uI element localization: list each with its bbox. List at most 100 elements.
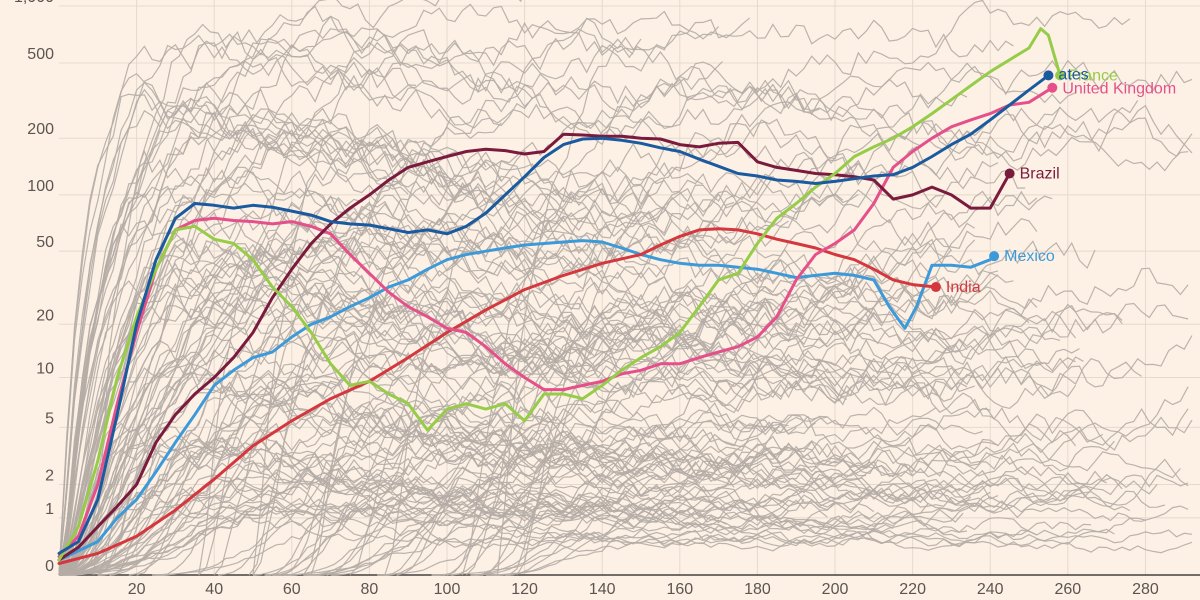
background-country-line <box>442 278 1041 576</box>
background-country-line <box>349 291 847 576</box>
background-country-line <box>264 353 816 576</box>
background-country-line <box>112 190 1038 576</box>
background-country-line <box>58 324 549 576</box>
x-tick-label: 120 <box>511 581 538 598</box>
background-country-line <box>470 510 1193 576</box>
background-country-line <box>384 434 991 576</box>
series-label-france: France <box>1068 67 1118 84</box>
background-country-line <box>93 0 522 576</box>
background-country-line <box>58 437 1123 576</box>
background-country-line <box>481 267 1189 576</box>
series-end-marker-mexico <box>989 251 1000 262</box>
x-tick-label: 220 <box>899 581 926 598</box>
background-country-line <box>58 434 712 576</box>
background-country-line <box>326 407 1189 576</box>
background-country-line <box>58 490 1053 576</box>
background-country-line <box>58 106 1061 576</box>
y-tick-label: 200 <box>27 121 54 138</box>
background-country-line <box>310 152 1096 576</box>
series-line-india <box>57 227 938 565</box>
background-country-line <box>58 239 976 576</box>
background-country-line <box>58 15 820 576</box>
series-end-marker-india <box>930 282 941 293</box>
background-country-line <box>97 440 1115 576</box>
background-country-line <box>58 160 999 576</box>
background-country-lines <box>58 0 1193 576</box>
background-country-line <box>58 81 456 576</box>
background-country-line <box>58 53 417 576</box>
background-country-line <box>198 3 1014 576</box>
background-country-line <box>213 255 875 576</box>
series-label-united-kingdom: United Kingdom <box>1062 81 1176 98</box>
highlighted-series-lines <box>57 27 1062 565</box>
series-end-marker-brazil <box>1004 168 1015 179</box>
background-country-line <box>58 102 409 576</box>
background-country-line <box>58 467 1131 576</box>
background-country-line <box>272 477 1165 576</box>
series-label-mexico: Mexico <box>1004 248 1055 265</box>
y-tick-label: 1,000 <box>14 0 54 6</box>
background-country-line <box>465 118 1026 576</box>
series-line-mexico <box>57 239 996 562</box>
background-country-line <box>58 5 1076 576</box>
y-axis-ticks: 0 1 2 5 10 20 50 100 200 500 1,000 <box>14 0 54 575</box>
x-tick-label: 80 <box>361 581 379 598</box>
y-tick-label: 100 <box>27 178 54 195</box>
series-end-marker-united-states <box>1043 70 1054 81</box>
background-country-line <box>58 82 502 576</box>
y-tick-label: 500 <box>27 46 54 63</box>
background-country-line <box>58 422 1092 576</box>
background-country-line <box>58 201 735 576</box>
x-tick-label: 200 <box>822 581 849 598</box>
background-country-line <box>58 127 587 576</box>
series-label-united-states: ates <box>1058 66 1088 83</box>
background-country-line <box>58 316 797 576</box>
y-tick-label: 20 <box>36 307 54 324</box>
series-label-india: India <box>946 279 981 296</box>
background-country-line <box>97 128 463 576</box>
background-country-line <box>58 423 1107 576</box>
background-country-line <box>461 61 1193 576</box>
x-tick-label: 280 <box>1132 581 1159 598</box>
background-country-line <box>58 467 665 576</box>
y-tick-label: 1 <box>45 501 54 518</box>
x-tick-label: 260 <box>1054 581 1081 598</box>
background-country-line <box>248 61 723 576</box>
series-line-united-states <box>57 73 1050 555</box>
y-tick-label: 10 <box>36 361 54 378</box>
x-tick-label: 100 <box>434 581 461 598</box>
background-country-line <box>431 507 1193 576</box>
background-country-line <box>58 399 619 576</box>
background-country-line <box>508 305 1193 576</box>
background-country-line <box>58 441 642 576</box>
background-country-line <box>58 220 1038 576</box>
background-country-line <box>58 370 1077 576</box>
x-tick-label: 140 <box>589 581 616 598</box>
series-line-brazil <box>57 132 1012 562</box>
background-country-line <box>516 104 1193 576</box>
series-line-france <box>57 27 1062 562</box>
series-line-united-kingdom <box>57 86 1054 559</box>
background-country-line <box>302 245 1189 576</box>
y-tick-label: 2 <box>45 468 54 485</box>
y-tick-label: 0 <box>45 558 54 575</box>
background-country-line <box>58 192 432 576</box>
background-country-line <box>58 390 789 576</box>
series-end-marker-united-kingdom <box>1047 82 1058 93</box>
background-country-line <box>58 218 1038 576</box>
background-country-line <box>155 498 964 576</box>
background-country-line <box>58 10 751 576</box>
background-country-line <box>287 386 1181 576</box>
background-country-line <box>474 342 1189 576</box>
background-country-line <box>58 274 999 576</box>
background-country-line <box>58 381 774 576</box>
background-country-line <box>58 258 1061 576</box>
x-tick-label: 40 <box>205 581 223 598</box>
series-end-labels: Mexico India United Kingdom Brazil Franceate… <box>930 66 1176 296</box>
x-axis-ticks: 20 40 60 80 100 120 140 160 180 200 220 240 260 280 <box>128 581 1159 598</box>
x-tick-label: 180 <box>744 581 771 598</box>
background-country-line <box>268 322 1193 576</box>
y-tick-label: 5 <box>45 410 54 427</box>
background-country-line <box>58 189 1053 576</box>
